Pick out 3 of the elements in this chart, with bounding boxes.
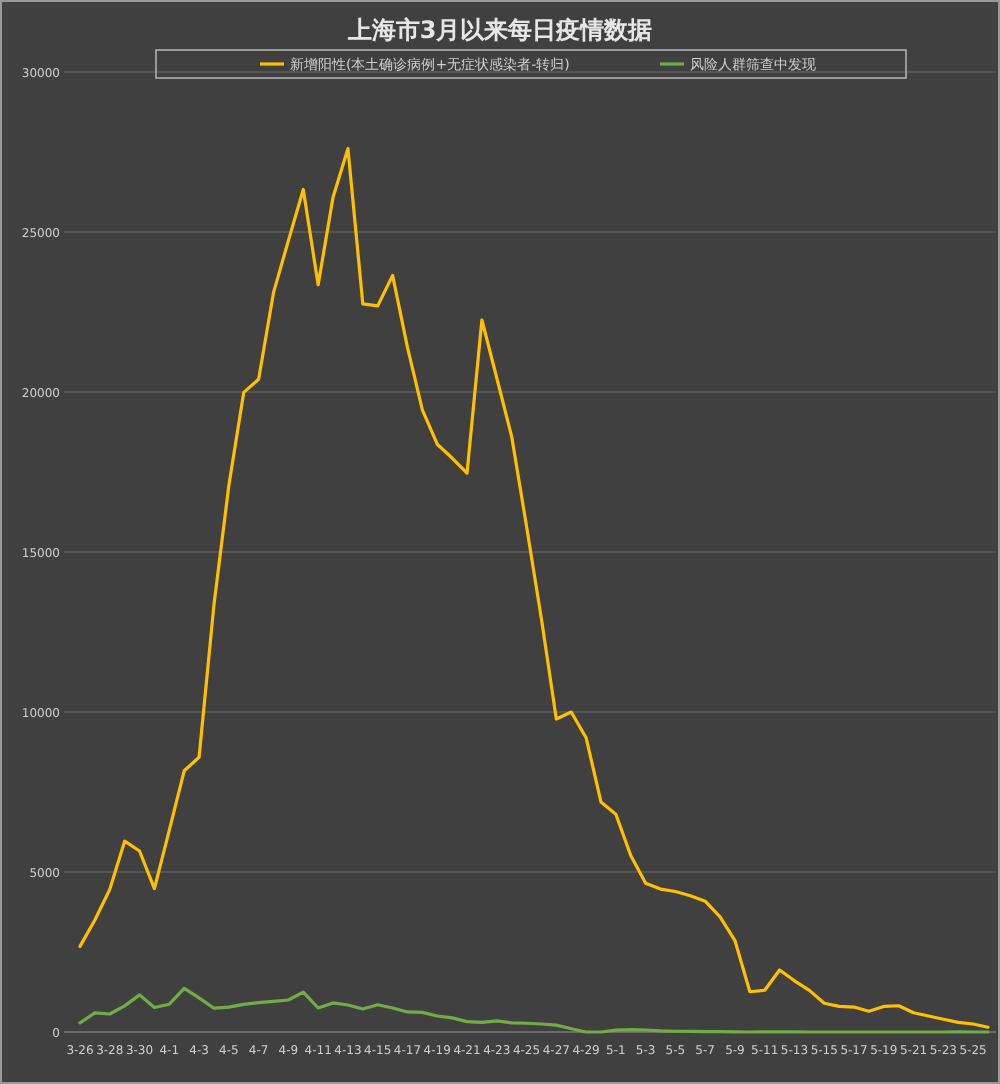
line-series — [78, 147, 990, 1029]
line-series — [78, 986, 990, 1034]
chart-title: 上海市3月以来每日疫情数据 — [345, 16, 653, 44]
